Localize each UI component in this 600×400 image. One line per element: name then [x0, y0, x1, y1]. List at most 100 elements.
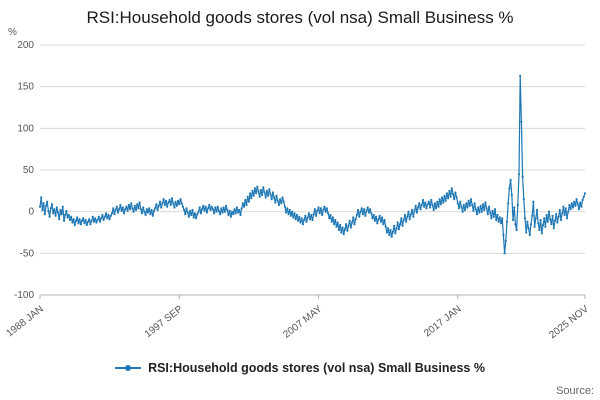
data-point	[496, 213, 499, 217]
data-point	[535, 208, 539, 212]
data-point	[304, 214, 307, 217]
data-point	[116, 211, 120, 214]
data-point	[473, 202, 476, 205]
data-point	[197, 210, 200, 213]
data-point	[369, 208, 372, 211]
data-point	[324, 210, 327, 213]
data-point	[515, 228, 518, 232]
data-point	[132, 210, 135, 213]
data-point	[55, 206, 58, 209]
data-point	[379, 220, 382, 223]
data-point	[127, 203, 130, 207]
data-point	[366, 206, 369, 209]
data-point	[460, 205, 463, 208]
data-point	[363, 208, 366, 211]
data-point	[289, 214, 292, 217]
data-point	[547, 210, 551, 213]
data-point	[140, 212, 144, 215]
data-point	[256, 185, 259, 188]
data-point	[444, 199, 447, 202]
data-point	[318, 212, 321, 215]
data-point	[283, 205, 286, 208]
data-point	[469, 198, 473, 201]
data-point	[58, 218, 61, 221]
data-point	[402, 218, 405, 222]
data-point	[199, 212, 202, 215]
data-point	[408, 218, 411, 221]
data-point	[313, 208, 316, 211]
data-point	[359, 210, 362, 213]
data-point	[442, 201, 445, 204]
data-point	[155, 203, 158, 206]
data-point	[294, 218, 297, 221]
data-point	[431, 203, 434, 207]
data-point	[385, 231, 388, 234]
data-point	[121, 206, 124, 209]
data-point	[485, 207, 488, 210]
data-point	[223, 210, 226, 213]
data-point	[562, 205, 565, 208]
x-tick-label: 2025 NOV	[547, 303, 591, 341]
x-tick-label: 2017 JAN	[422, 304, 463, 340]
data-point	[235, 206, 238, 209]
data-point	[139, 208, 142, 211]
data-point	[59, 208, 62, 212]
data-point	[370, 212, 373, 215]
data-point	[96, 218, 99, 222]
data-point	[411, 208, 414, 212]
data-point	[172, 202, 175, 205]
data-point	[420, 203, 423, 207]
data-point	[528, 233, 531, 237]
data-point	[299, 221, 302, 224]
data-point	[150, 208, 153, 212]
data-point	[467, 199, 470, 202]
data-point	[311, 218, 314, 222]
data-point	[275, 194, 278, 197]
data-point	[497, 220, 500, 223]
data-point	[298, 215, 301, 218]
y-axis-unit-label: %	[8, 27, 17, 38]
data-point	[330, 220, 333, 223]
data-point	[517, 173, 521, 176]
data-point	[465, 202, 468, 205]
data-point	[567, 210, 570, 213]
data-point	[441, 196, 444, 199]
data-point	[372, 213, 375, 217]
data-point	[293, 212, 296, 215]
data-point	[413, 209, 416, 212]
data-point	[503, 252, 506, 255]
data-point	[351, 221, 354, 224]
data-point	[281, 196, 284, 199]
data-point	[48, 215, 51, 218]
data-point	[483, 208, 486, 212]
data-point	[91, 215, 94, 218]
data-point	[361, 213, 364, 216]
data-point	[433, 202, 436, 205]
data-point	[522, 198, 525, 201]
data-point	[342, 233, 345, 236]
data-point	[109, 214, 112, 217]
data-point	[487, 205, 491, 208]
data-point	[156, 208, 159, 212]
data-point	[285, 211, 288, 214]
data-point	[382, 223, 385, 226]
data-point	[192, 216, 195, 219]
data-point	[243, 205, 246, 208]
data-point	[85, 223, 88, 227]
data-point	[395, 227, 398, 230]
y-tick-label: 200	[17, 40, 34, 51]
data-point	[341, 226, 344, 229]
data-point	[175, 204, 178, 207]
data-point	[191, 208, 194, 212]
data-point	[393, 224, 396, 227]
data-point	[543, 217, 546, 220]
data-point	[238, 208, 241, 212]
data-point	[389, 228, 392, 232]
data-point	[50, 203, 54, 206]
data-point	[429, 206, 432, 209]
data-point	[193, 212, 196, 215]
data-point	[126, 209, 129, 212]
data-point	[104, 212, 108, 215]
data-point	[373, 219, 376, 222]
data-point	[390, 235, 393, 238]
